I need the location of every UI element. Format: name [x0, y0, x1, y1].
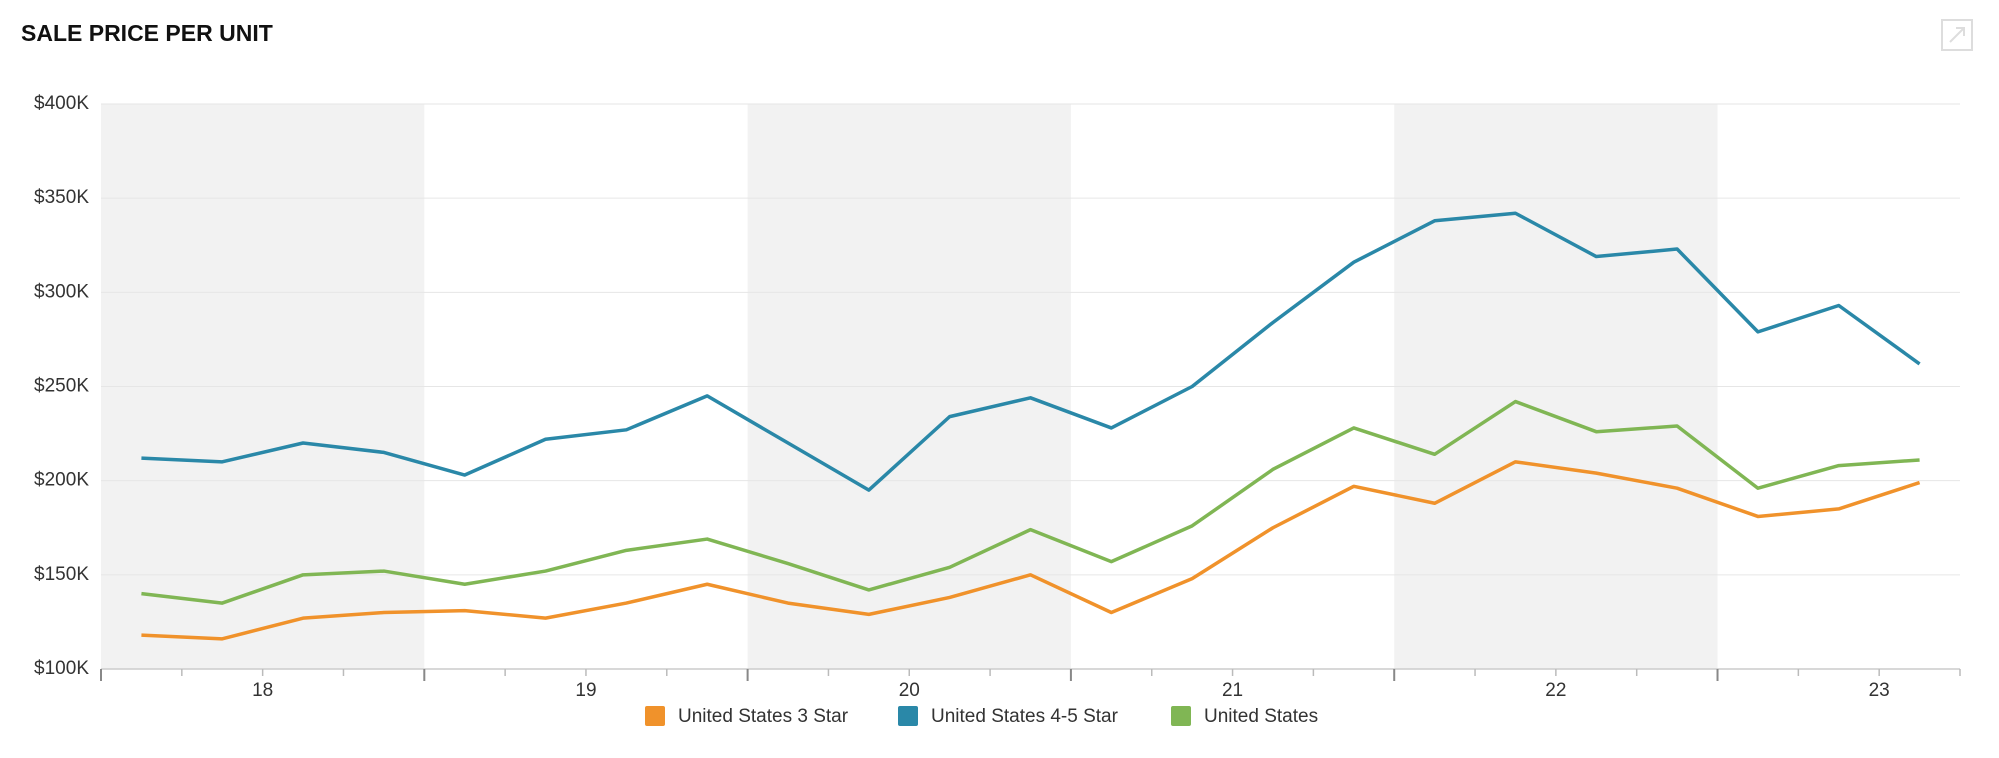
x-tick-label: 18: [252, 680, 273, 701]
y-tick-label: $350K: [34, 187, 89, 208]
x-tick-label: 23: [1869, 680, 1890, 701]
expand-arrow: [1949, 27, 1965, 43]
y-tick-label: $200K: [34, 470, 89, 491]
legend-label: United States 3 Star: [678, 706, 849, 727]
series-line: [141, 460, 1921, 641]
x-tick-label: 20: [899, 680, 920, 701]
expand-icon[interactable]: [1941, 19, 1973, 51]
legend-label: United States: [1204, 706, 1318, 727]
y-tick-label: $250K: [34, 376, 89, 397]
legend-label: United States 4-5 Star: [931, 706, 1119, 727]
x-tick-label: 19: [575, 680, 596, 701]
y-tick-label: $400K: [34, 93, 89, 114]
legend-swatch: [1171, 706, 1191, 726]
y-tick-label: $300K: [34, 281, 89, 302]
y-tick-label: $150K: [34, 564, 89, 585]
legend-swatch: [645, 706, 665, 726]
x-tick-label: 21: [1222, 680, 1243, 701]
series-line: [141, 211, 1921, 492]
legend-swatch: [898, 706, 918, 726]
series-line: [141, 399, 1920, 605]
chart-title: SALE PRICE PER UNIT: [21, 20, 273, 46]
x-tick-label: 22: [1545, 680, 1566, 701]
y-tick-label: $100K: [34, 658, 89, 679]
